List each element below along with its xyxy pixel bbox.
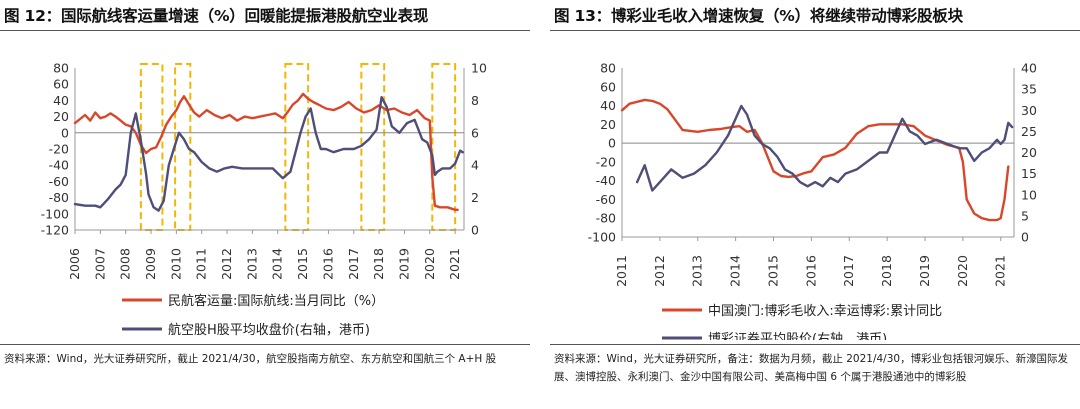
y-right-tick-label: 35 (1021, 82, 1037, 97)
y-left-tick-label: 20 (600, 117, 616, 132)
title-divider (550, 30, 1080, 31)
x-tick-label: 2008 (118, 248, 133, 280)
x-tick-label: 2016 (803, 255, 818, 287)
y-left-tick-label: -20 (596, 154, 616, 169)
x-tick-label: 2019 (396, 248, 411, 280)
chart-panel-right: 图 13：博彩业毛收入增速恢复（%）将继续带动博彩股板块 -100 -80 -60-… (550, 0, 1080, 409)
y-right-tick-label: 0 (1021, 230, 1029, 245)
series-line-2 (73, 95, 464, 212)
x-tick-label: 2011 (194, 248, 209, 280)
y-right-tick-label: 10 (1021, 187, 1037, 202)
x-tick-label: 2021 (447, 248, 462, 280)
x-tick-label: 2006 (67, 248, 82, 280)
y-left-tick-label: -40 (596, 173, 616, 188)
y-left-tick-label: -20 (49, 142, 69, 157)
x-tick-label: 2011 (614, 255, 629, 287)
chart-panel-left: 图 12：国际航线客运量增速（%）回暖能提振港股航空业表现 -120 -100 -8… (0, 0, 530, 409)
y-right-tick-label: 5 (1021, 208, 1029, 223)
y-left-tick-label: 0 (61, 125, 69, 140)
legend-label: 航空股H股平均收盘价(右轴，港币) (168, 322, 370, 338)
title-divider (0, 30, 530, 31)
source-note: 资料来源：Wind，光大证券研究所，备注：数据为月频，截止 2021/4/30，… (554, 353, 1069, 383)
y-left-tick-label: -40 (49, 158, 69, 173)
y-right-tick-label: 0 (471, 223, 479, 238)
y-left-tick-label: -60 (596, 192, 616, 207)
series-line-1 (620, 98, 1010, 222)
y-right-tick-label: 30 (1021, 103, 1037, 118)
y-right-tick-label: 20 (1021, 145, 1037, 160)
x-tick-label: 2018 (371, 248, 386, 280)
x-tick-label: 2010 (168, 248, 183, 280)
x-tick-label: 2018 (879, 255, 894, 287)
y-left-tick-label: -100 (588, 230, 616, 245)
highlight-box (360, 63, 386, 231)
y-right-tick-label: 2 (471, 190, 479, 205)
x-tick-label: 2013 (244, 248, 259, 280)
x-tick-label: 2009 (143, 248, 158, 280)
y-left-tick-label: 40 (600, 98, 616, 113)
y-right-tick-label: 10 (471, 61, 487, 76)
y-left-tick-label: -60 (49, 174, 69, 189)
chart-left-svg: -120-100-80-60-40-2002040608002468102006… (41, 61, 487, 339)
y-right-tick-label: 4 (471, 158, 479, 173)
y-left-tick-label: -80 (596, 211, 616, 226)
series-line-1 (73, 92, 459, 212)
x-tick-label: 2020 (955, 255, 970, 287)
y-left-tick-label: 0 (608, 136, 616, 151)
y-left-tick-label: -100 (41, 206, 69, 221)
y-left-tick-label: -80 (49, 190, 69, 205)
y-left-tick-label: 20 (53, 109, 69, 124)
legend-label: 中国澳门:博彩毛收入:幸运博彩:累计同比 (708, 303, 942, 319)
x-tick-label: 2013 (690, 255, 705, 287)
y-left-tick-label: 60 (600, 79, 616, 94)
source-divider (550, 344, 1080, 345)
x-tick-label: 2007 (92, 248, 107, 280)
y-left-tick-label: 80 (600, 61, 616, 76)
source-note: 资料来源：Wind，光大证券研究所，截止 2021/4/30，航空股指南方航空、… (4, 353, 497, 365)
y-right-tick-label: 25 (1021, 124, 1037, 139)
y-right-tick-label: 8 (471, 93, 479, 108)
x-tick-label: 2015 (295, 248, 310, 280)
x-tick-label: 2017 (346, 248, 361, 280)
legend-label: 民航客运量:国际航线:当月同比（%） (168, 293, 384, 309)
chart-right-svg: -100 -80 -60 -40 -20 0 20 40 60 80 0 5 10 15 20 25 30 35 4… (588, 61, 1037, 341)
x-tick-label: 2021 (993, 255, 1008, 287)
x-tick-label: 2015 (765, 255, 780, 287)
x-tick-label: 2020 (422, 248, 437, 280)
y-right-tick-label: 15 (1021, 166, 1037, 181)
y-left-tick-label: -120 (41, 223, 69, 238)
x-tick-label: 2014 (270, 248, 285, 280)
legend-label: 博彩证券平均股价(右轴，港币) (708, 331, 887, 340)
x-tick-label: 2014 (728, 255, 743, 287)
y-left-tick-label: 80 (53, 61, 69, 76)
x-tick-label: 2012 (652, 255, 667, 287)
chart-title: 图 13：博彩业毛收入增速恢复（%）将继续带动博彩股板块 (554, 7, 963, 25)
y-left-tick-label: 60 (53, 77, 69, 92)
y-right-tick-label: 6 (471, 125, 479, 140)
x-tick-label: 2012 (219, 248, 234, 280)
x-tick-label: 2019 (917, 255, 932, 287)
x-tick-label: 2016 (320, 248, 335, 280)
source-divider (0, 344, 530, 345)
y-left-tick-label: 40 (53, 93, 69, 108)
x-tick-label: 2017 (841, 255, 856, 287)
series-line-2 (635, 104, 1014, 192)
chart-title: 图 12：国际航线客运量增速（%）回暖能提振港股航空业表现 (4, 7, 429, 25)
y-right-tick-label: 40 (1021, 61, 1037, 76)
